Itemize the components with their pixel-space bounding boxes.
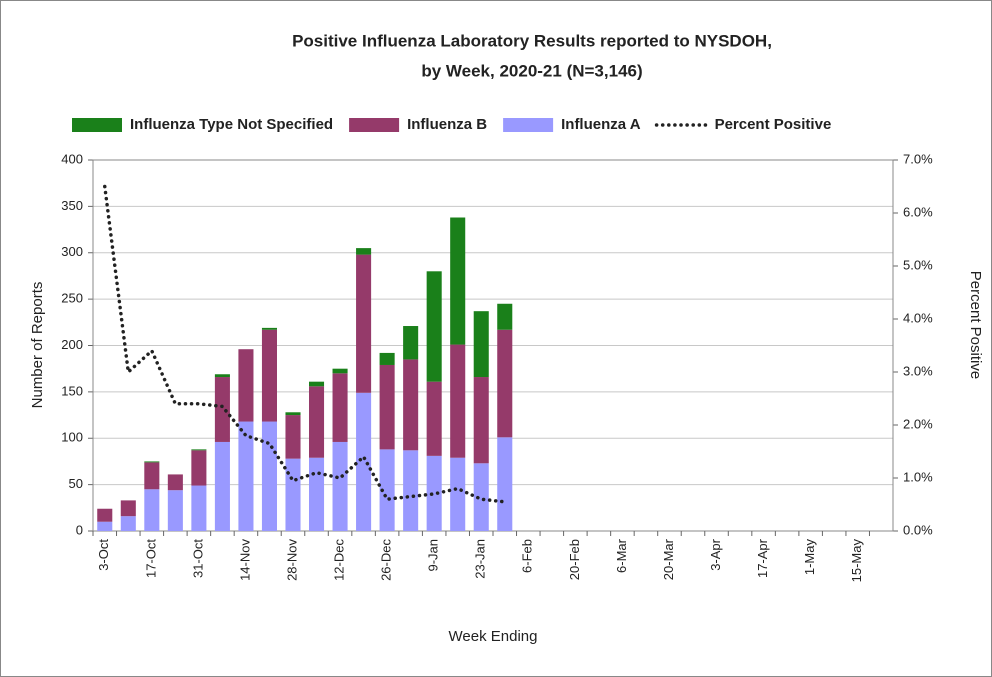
bar bbox=[309, 381, 325, 387]
bar bbox=[332, 373, 348, 442]
x-axis-title: Week Ending bbox=[449, 628, 538, 645]
x-tick-label: 23-Jan bbox=[473, 539, 488, 579]
chart-title: Positive Influenza Laboratory Results re… bbox=[292, 31, 772, 50]
y-tick-label: 50 bbox=[69, 476, 83, 491]
x-tick-label: 6-Feb bbox=[520, 539, 535, 573]
bar bbox=[285, 458, 301, 531]
legend-label: Influenza A bbox=[561, 116, 641, 133]
x-tick-label: 3-Oct bbox=[96, 539, 111, 571]
x-tick-label: 12-Dec bbox=[331, 539, 346, 581]
x-tick-label: 20-Mar bbox=[661, 538, 676, 580]
bar bbox=[261, 329, 277, 422]
bar bbox=[379, 364, 395, 450]
bar bbox=[356, 254, 372, 393]
bar bbox=[285, 412, 301, 416]
x-tick-label: 15-May bbox=[849, 539, 864, 583]
y-tick-label: 200 bbox=[61, 337, 83, 352]
y2-tick-label: 1.0% bbox=[903, 469, 933, 484]
y2-tick-label: 5.0% bbox=[903, 257, 933, 272]
bar bbox=[356, 248, 372, 255]
y-tick-label: 400 bbox=[61, 151, 83, 166]
y2-tick-label: 7.0% bbox=[903, 151, 933, 166]
bar bbox=[497, 303, 513, 330]
y-tick-label: 300 bbox=[61, 244, 83, 259]
bar bbox=[403, 326, 419, 360]
bar bbox=[191, 485, 207, 531]
legend-swatch bbox=[349, 118, 400, 132]
bar bbox=[97, 521, 113, 531]
bar bbox=[309, 457, 325, 531]
y2-tick-label: 2.0% bbox=[903, 416, 933, 431]
bar bbox=[97, 508, 113, 522]
bar bbox=[426, 381, 442, 456]
bar bbox=[309, 386, 325, 458]
bar bbox=[403, 359, 419, 451]
bar bbox=[120, 516, 136, 531]
bar bbox=[450, 217, 466, 345]
x-tick-label: 9-Jan bbox=[426, 539, 441, 572]
y2-axis-title: Percent Positive bbox=[967, 271, 984, 379]
bar bbox=[473, 377, 489, 464]
bar bbox=[473, 463, 489, 531]
bar bbox=[144, 461, 160, 463]
y-axis-title: Number of Reports bbox=[29, 282, 46, 409]
bar bbox=[167, 474, 183, 491]
bar bbox=[450, 457, 466, 531]
bar bbox=[238, 349, 254, 422]
bar bbox=[332, 441, 348, 531]
bar bbox=[450, 344, 466, 458]
y-tick-label: 0 bbox=[76, 522, 83, 537]
bar bbox=[214, 377, 230, 442]
y2-tick-label: 6.0% bbox=[903, 204, 933, 219]
legend-label: Percent Positive bbox=[715, 116, 832, 133]
y-tick-label: 150 bbox=[61, 383, 83, 398]
x-tick-label: 26-Dec bbox=[379, 539, 394, 581]
line bbox=[103, 184, 507, 504]
y-tick-label: 250 bbox=[61, 291, 83, 306]
bar bbox=[261, 421, 277, 531]
x-tick-label: 20-Feb bbox=[567, 539, 582, 580]
y-tick-label: 100 bbox=[61, 430, 83, 445]
x-tick-label: 17-Oct bbox=[143, 539, 158, 578]
legend-swatch bbox=[503, 118, 554, 132]
bar bbox=[120, 500, 136, 517]
bar bbox=[167, 490, 183, 531]
bar bbox=[238, 421, 254, 531]
bar bbox=[332, 368, 348, 374]
bar bbox=[356, 392, 372, 531]
x-tick-label: 1-May bbox=[802, 539, 817, 576]
bar bbox=[144, 489, 160, 531]
x-tick-label: 17-Apr bbox=[755, 538, 770, 578]
legend-label: Influenza Type Not Specified bbox=[130, 116, 333, 133]
x-tick-label: 28-Nov bbox=[284, 539, 299, 581]
y-tick-label: 350 bbox=[61, 198, 83, 213]
legend-swatch bbox=[72, 118, 122, 132]
x-tick-label: 14-Nov bbox=[237, 539, 252, 581]
bar bbox=[473, 311, 489, 378]
legend-label: Influenza B bbox=[407, 116, 487, 133]
bar bbox=[379, 449, 395, 531]
bar bbox=[426, 455, 442, 531]
bar bbox=[285, 415, 301, 459]
bar bbox=[426, 271, 442, 382]
bar bbox=[261, 327, 277, 330]
x-tick-label: 6-Mar bbox=[614, 538, 629, 573]
y2-tick-label: 4.0% bbox=[903, 310, 933, 325]
bar bbox=[403, 450, 419, 531]
bar bbox=[497, 437, 513, 531]
x-tick-label: 3-Apr bbox=[708, 538, 723, 570]
bar bbox=[379, 352, 395, 365]
y2-tick-label: 3.0% bbox=[903, 363, 933, 378]
bar bbox=[497, 329, 513, 438]
x-tick-label: 31-Oct bbox=[190, 539, 205, 578]
bar bbox=[144, 462, 160, 490]
bar bbox=[214, 441, 230, 531]
bar bbox=[191, 449, 207, 451]
bar bbox=[214, 374, 230, 378]
bar bbox=[191, 450, 207, 486]
y2-tick-label: 0.0% bbox=[903, 522, 933, 537]
chart-subtitle: by Week, 2020-21 (N=3,146) bbox=[421, 61, 642, 80]
